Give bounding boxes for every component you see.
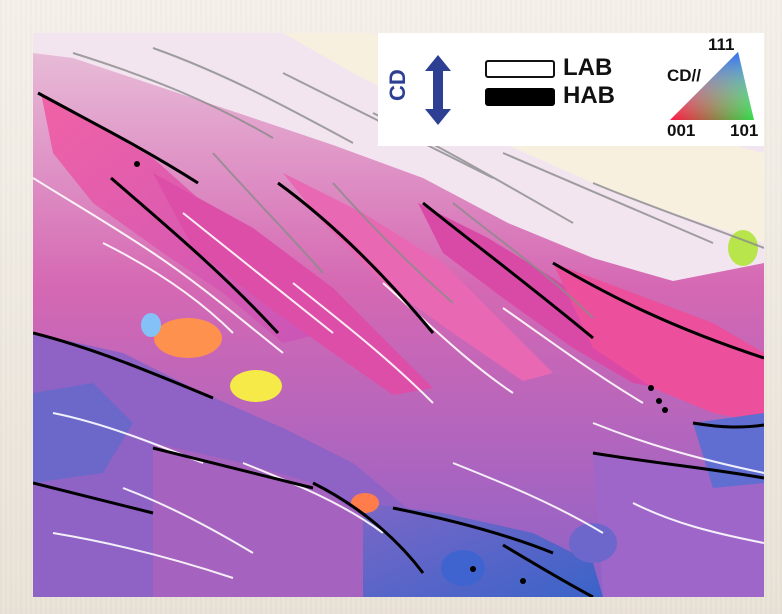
ipf-corner-111: 111 xyxy=(708,35,735,54)
ipf-corner-001: 001 xyxy=(667,121,696,140)
hab-label: HAB xyxy=(563,82,615,109)
lab-label: LAB xyxy=(563,54,613,81)
ipf-title: CD// xyxy=(667,66,701,85)
cd-direction-label: CD xyxy=(385,69,410,101)
hab-boundary-swatch xyxy=(485,88,555,106)
lab-boundary-swatch xyxy=(485,60,555,78)
ipf-corner-101: 101 xyxy=(730,121,759,140)
double-arrow-icon xyxy=(425,55,451,125)
ipf-triangle xyxy=(670,52,754,120)
